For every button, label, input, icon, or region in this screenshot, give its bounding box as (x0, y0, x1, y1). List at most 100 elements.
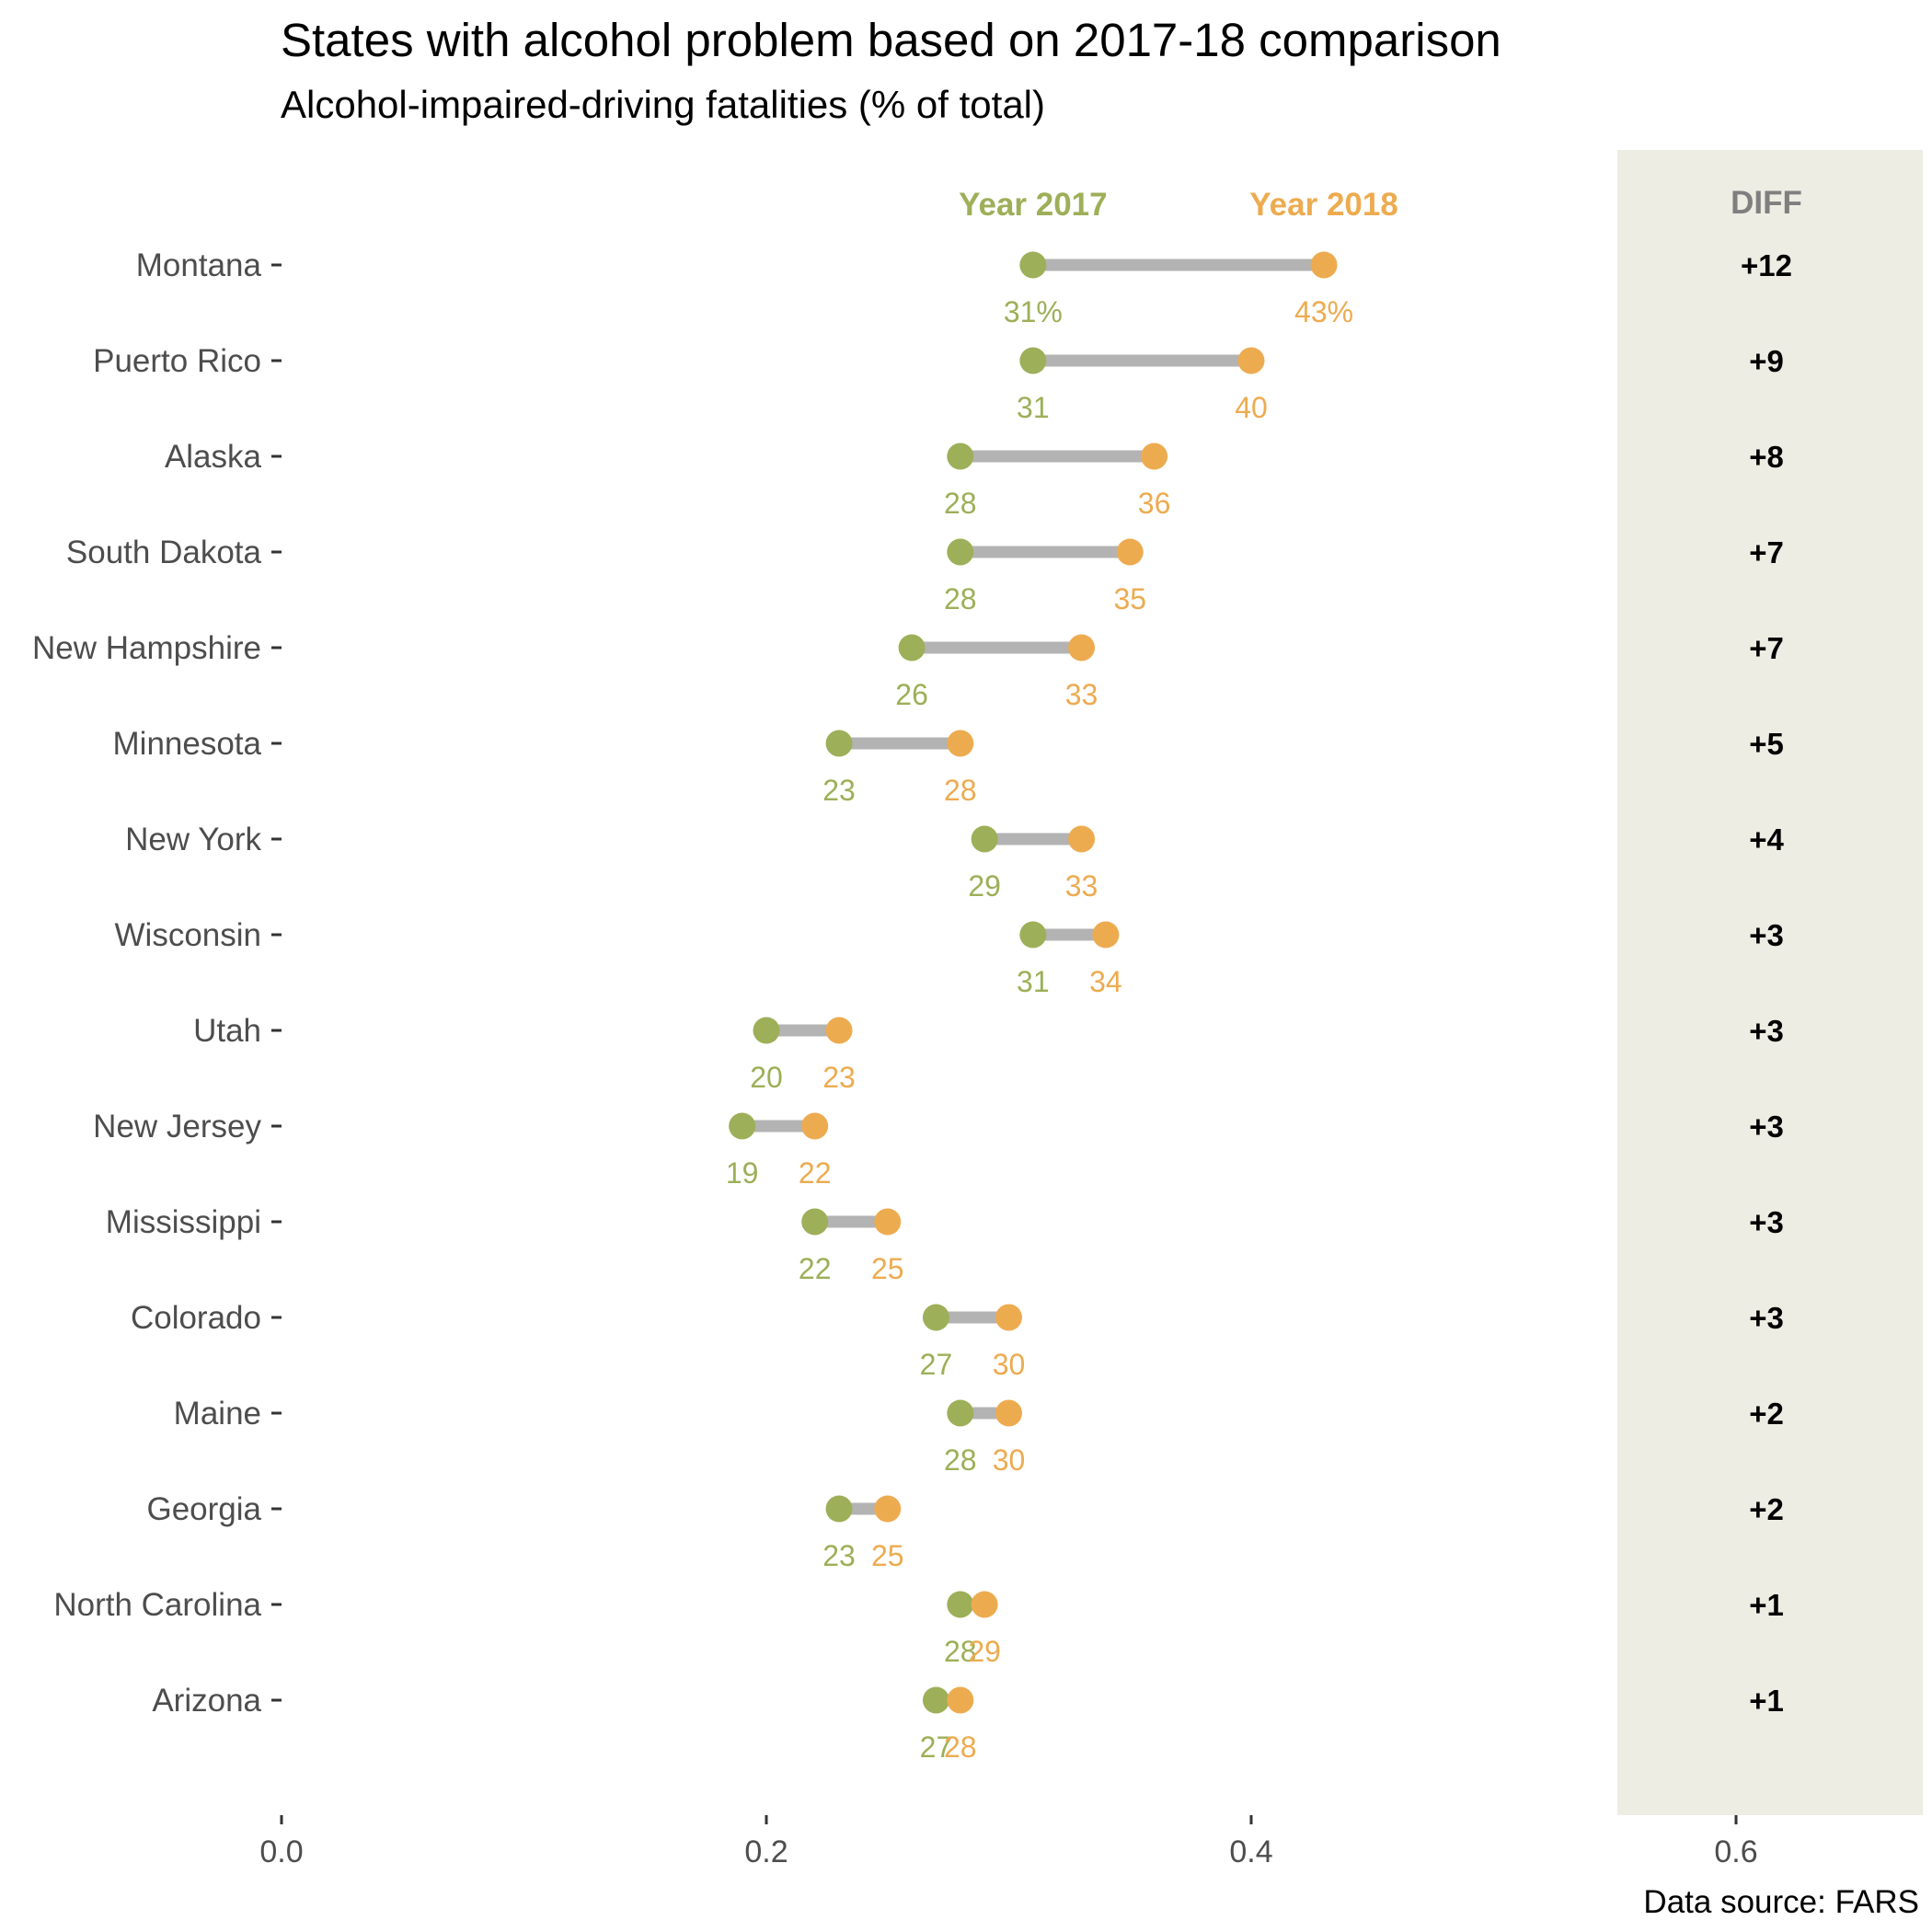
point-2018 (1068, 825, 1096, 853)
x-tick-label: 0.6 (1714, 1834, 1757, 1869)
value-label-2017: 26 (895, 678, 928, 711)
diff-value: +9 (1749, 344, 1784, 378)
point-2017 (922, 1304, 949, 1331)
point-2018 (947, 1686, 974, 1714)
point-2017 (729, 1112, 756, 1140)
chart-title: States with alcohol problem based on 201… (281, 14, 1501, 66)
point-2018 (801, 1112, 829, 1140)
value-label-2017: 31 (1017, 965, 1050, 998)
point-2018 (1116, 538, 1144, 566)
value-label-2017: 19 (726, 1156, 759, 1190)
state-label: Maine (174, 1396, 261, 1432)
point-2017 (947, 1399, 974, 1427)
diff-value: +2 (1749, 1492, 1784, 1526)
value-label-2018: 33 (1065, 869, 1098, 903)
value-label-2017: 28 (944, 1443, 977, 1477)
value-label-2018: 35 (1113, 582, 1146, 615)
point-2018 (995, 1399, 1022, 1427)
value-label-2018: 25 (871, 1252, 904, 1285)
point-2018 (1310, 251, 1338, 279)
value-label-2017: 23 (822, 1539, 856, 1572)
value-label-2017: 28 (944, 487, 977, 520)
diff-value: +3 (1749, 1205, 1784, 1239)
state-label: New York (125, 822, 261, 857)
row-utah: Utah 20 23 +3 (193, 1013, 1784, 1094)
state-label: Wisconsin (115, 917, 261, 953)
value-label-2017: 27 (920, 1731, 953, 1764)
point-2018 (971, 1591, 998, 1618)
state-label: North Carolina (53, 1587, 261, 1623)
value-label-2018: 28 (944, 774, 977, 807)
value-label-2017: 31% (1004, 295, 1063, 328)
diff-value: +7 (1749, 631, 1784, 665)
diff-panel (1617, 150, 1923, 1815)
state-label: Utah (193, 1013, 261, 1049)
diff-value: +4 (1749, 822, 1784, 857)
value-label-2018: 22 (799, 1156, 832, 1190)
legend-label-2017: Year 2017 (959, 187, 1108, 223)
point-2017 (1019, 921, 1047, 949)
point-2017 (753, 1017, 780, 1044)
x-tick-label: 0.4 (1229, 1834, 1272, 1869)
point-2017 (1019, 347, 1047, 374)
state-label: Colorado (131, 1300, 261, 1336)
row-minnesota: Minnesota 23 28 +5 (113, 726, 1784, 807)
value-label-2017: 22 (799, 1252, 832, 1285)
point-2018 (1092, 921, 1120, 949)
point-2018 (1237, 347, 1265, 374)
state-label: New Jersey (93, 1109, 261, 1144)
plot-rows: Montana 31% 43% +12 Puerto Rico 31 40 +9 Alaska 2… (32, 247, 1792, 1764)
row-maine: Maine 28 30 +2 (174, 1396, 1784, 1477)
row-wisconsin: Wisconsin 31 34 +3 (115, 917, 1784, 998)
value-label-2017: 28 (944, 582, 977, 615)
value-label-2018: 43% (1294, 295, 1353, 328)
point-2018 (1068, 634, 1096, 661)
value-label-2018: 30 (993, 1443, 1026, 1477)
diff-value: +1 (1749, 1684, 1784, 1718)
diff-value: +7 (1749, 535, 1784, 569)
value-label-2017: 28 (944, 1635, 977, 1668)
point-2017 (922, 1686, 949, 1714)
point-2017 (971, 825, 998, 853)
value-label-2018: 30 (993, 1348, 1026, 1381)
diff-value: +8 (1749, 440, 1784, 474)
state-label: Mississippi (106, 1204, 261, 1240)
row-south-dakota: South Dakota 28 35 +7 (66, 535, 1784, 615)
x-tick-label: 0.0 (259, 1834, 303, 1869)
value-label-2018: 36 (1138, 487, 1171, 520)
value-label-2018: 34 (1089, 965, 1122, 998)
row-colorado: Colorado 27 30 +3 (131, 1300, 1784, 1381)
row-montana: Montana 31% 43% +12 (136, 247, 1792, 328)
point-2018 (825, 1017, 853, 1044)
diff-value: +2 (1749, 1397, 1784, 1431)
point-2018 (874, 1208, 902, 1236)
diff-value: +3 (1749, 1014, 1784, 1048)
state-label: Minnesota (113, 726, 262, 762)
value-label-2018: 33 (1065, 678, 1098, 711)
state-label: Georgia (146, 1491, 261, 1527)
x-axis: 0.0 0.2 0.4 0.6 (259, 1815, 1758, 1869)
row-mississippi: Mississippi 22 25 +3 (106, 1204, 1784, 1285)
point-2017 (947, 538, 974, 566)
diff-header: DIFF (1731, 185, 1802, 221)
value-label-2017: 23 (822, 774, 856, 807)
state-label: South Dakota (66, 535, 262, 570)
value-label-2017: 27 (920, 1348, 953, 1381)
row-new-jersey: New Jersey 19 22 +3 (93, 1109, 1784, 1190)
row-new-hampshire: New Hampshire 26 33 +7 (32, 630, 1784, 711)
value-label-2018: 28 (944, 1731, 977, 1764)
state-label: Alaska (165, 439, 262, 475)
x-tick-label: 0.2 (744, 1834, 788, 1869)
diff-value: +1 (1749, 1588, 1784, 1622)
diff-value: +3 (1749, 918, 1784, 952)
value-label-2018: 29 (968, 1635, 1001, 1668)
value-label-2018: 40 (1235, 391, 1268, 424)
chart-subtitle: Alcohol-impaired-driving fatalities (% o… (281, 83, 1045, 126)
point-2018 (947, 730, 974, 757)
point-2017 (898, 634, 926, 661)
point-2017 (825, 1495, 853, 1523)
state-label: Puerto Rico (93, 343, 261, 379)
